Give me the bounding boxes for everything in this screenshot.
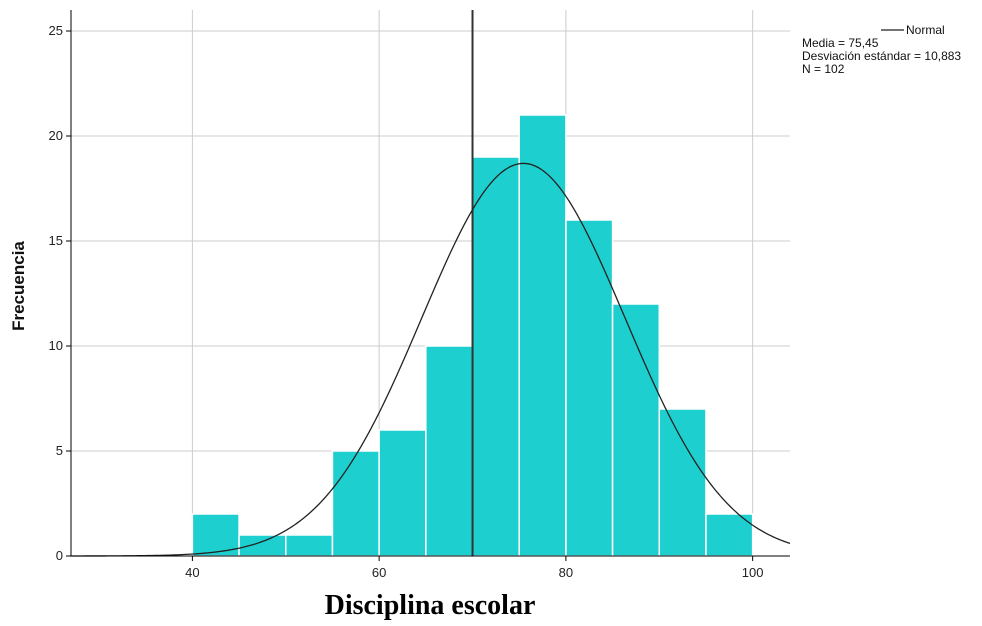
histogram-bar <box>331 450 380 557</box>
histogram-bar <box>425 345 474 557</box>
chart-overlays <box>71 10 791 557</box>
y-tick-label: 15 <box>49 233 63 248</box>
histogram-bar <box>285 534 334 557</box>
legend-sd: Desviación estándar = 10,883 <box>802 49 961 63</box>
legend-mean: Media = 75,45 <box>802 36 879 50</box>
histogram-bar <box>611 303 661 557</box>
x-tick-label: 100 <box>742 565 764 580</box>
y-tick-label: 5 <box>56 443 63 458</box>
histogram-bar <box>658 408 707 557</box>
y-tick-label: 0 <box>56 548 63 563</box>
axes: 0 5 10 15 20 25 40 60 80 100 <box>49 10 790 580</box>
histogram-bar <box>471 156 520 557</box>
y-tick-label: 25 <box>49 23 63 38</box>
y-tick-label: 20 <box>49 128 63 143</box>
x-tick-label: 60 <box>372 565 386 580</box>
normal-curve <box>71 162 791 557</box>
y-axis-label: Frecuencia <box>9 241 28 331</box>
histogram-bar <box>378 429 427 557</box>
x-tick-label: 80 <box>559 565 573 580</box>
histogram-bars <box>191 114 754 557</box>
legend-normal-label: Normal <box>906 23 945 37</box>
y-tick-label: 10 <box>49 338 63 353</box>
histogram-bar <box>565 219 614 557</box>
histogram-bar <box>238 534 287 557</box>
legend-n: N = 102 <box>802 62 845 76</box>
histogram-bar <box>518 114 567 557</box>
legend: Normal Media = 75,45 Desviación estándar… <box>802 23 961 76</box>
x-axis-label: Disciplina escolar <box>325 590 536 621</box>
x-tick-label: 40 <box>185 565 199 580</box>
